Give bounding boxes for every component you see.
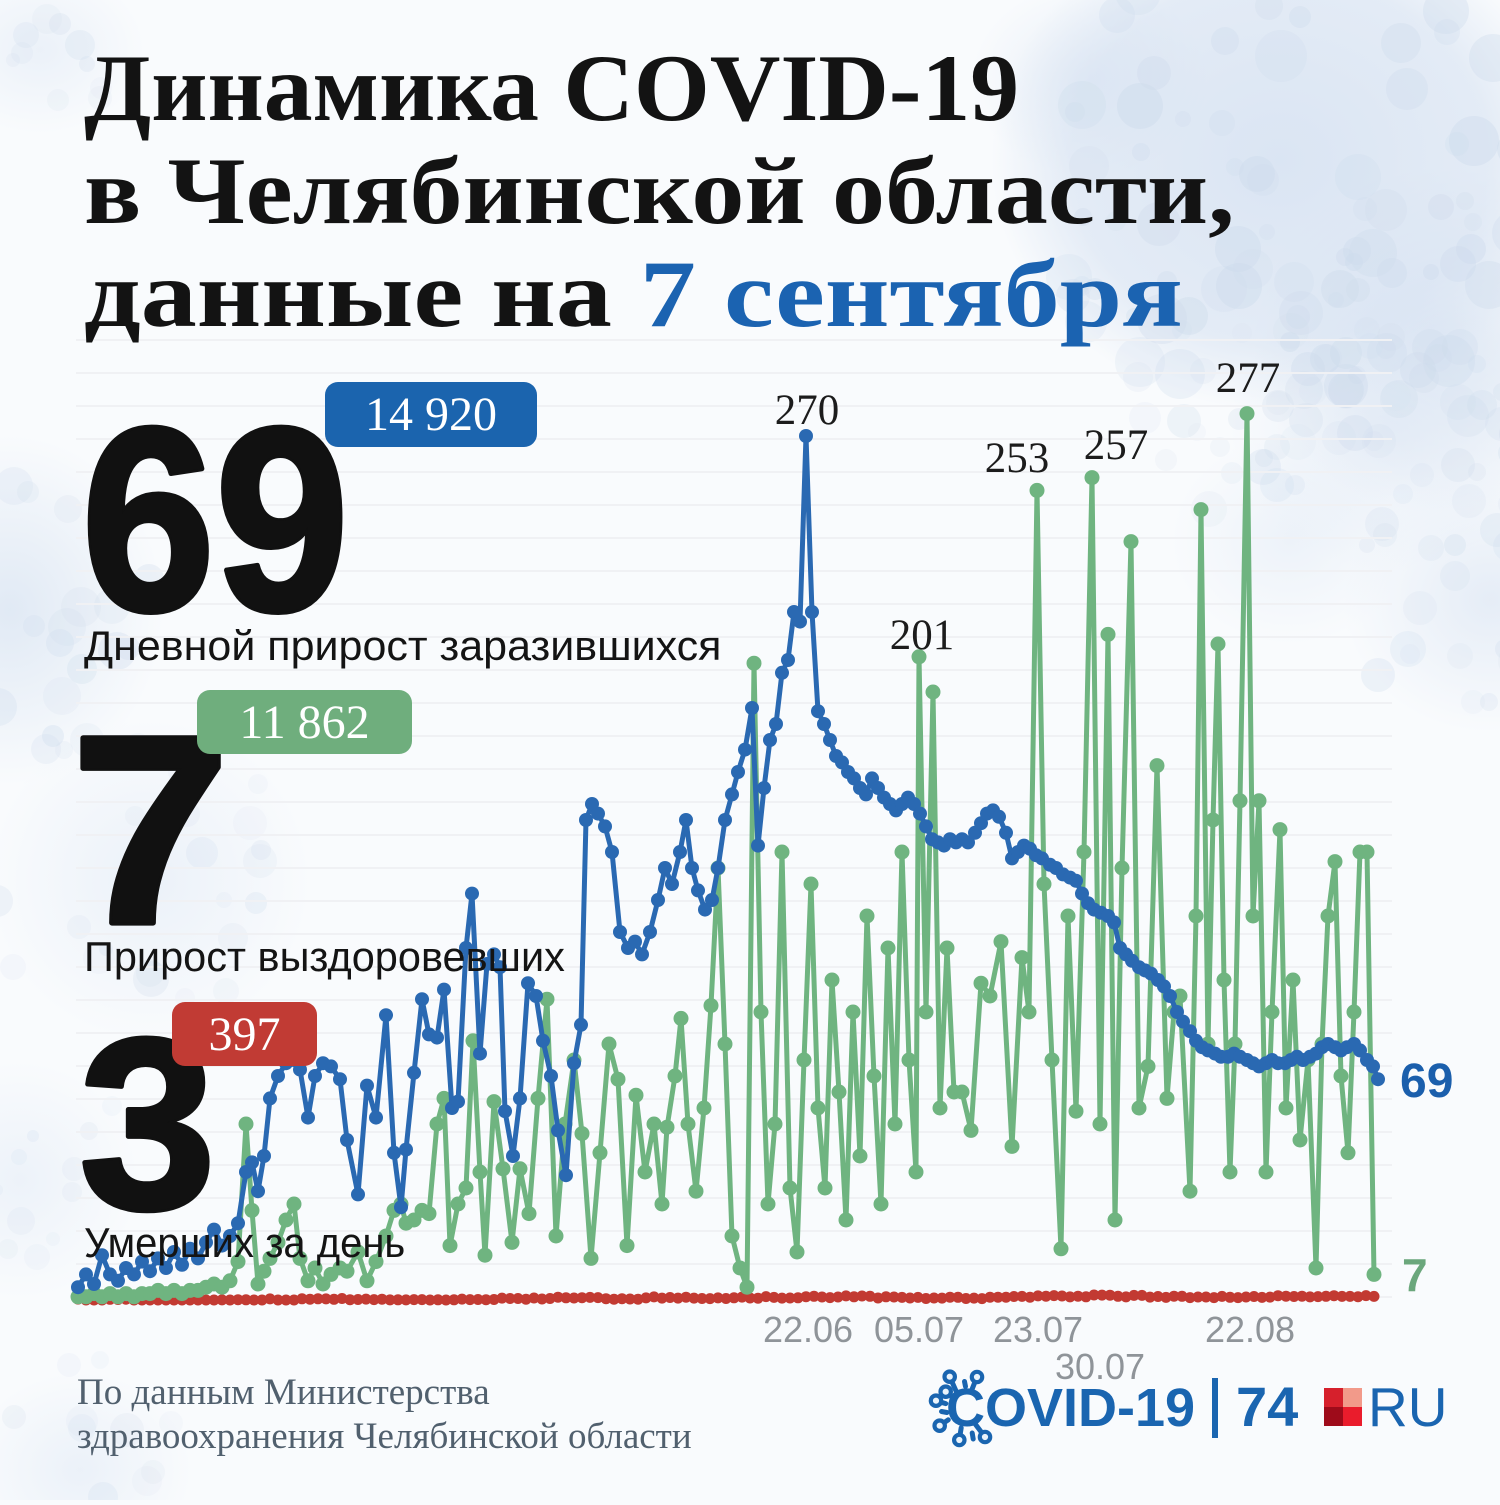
- svg-text:74: 74: [1236, 1375, 1298, 1438]
- svg-text:RU: RU: [1368, 1376, 1447, 1438]
- svg-text:COVID-19: COVID-19: [946, 1378, 1195, 1438]
